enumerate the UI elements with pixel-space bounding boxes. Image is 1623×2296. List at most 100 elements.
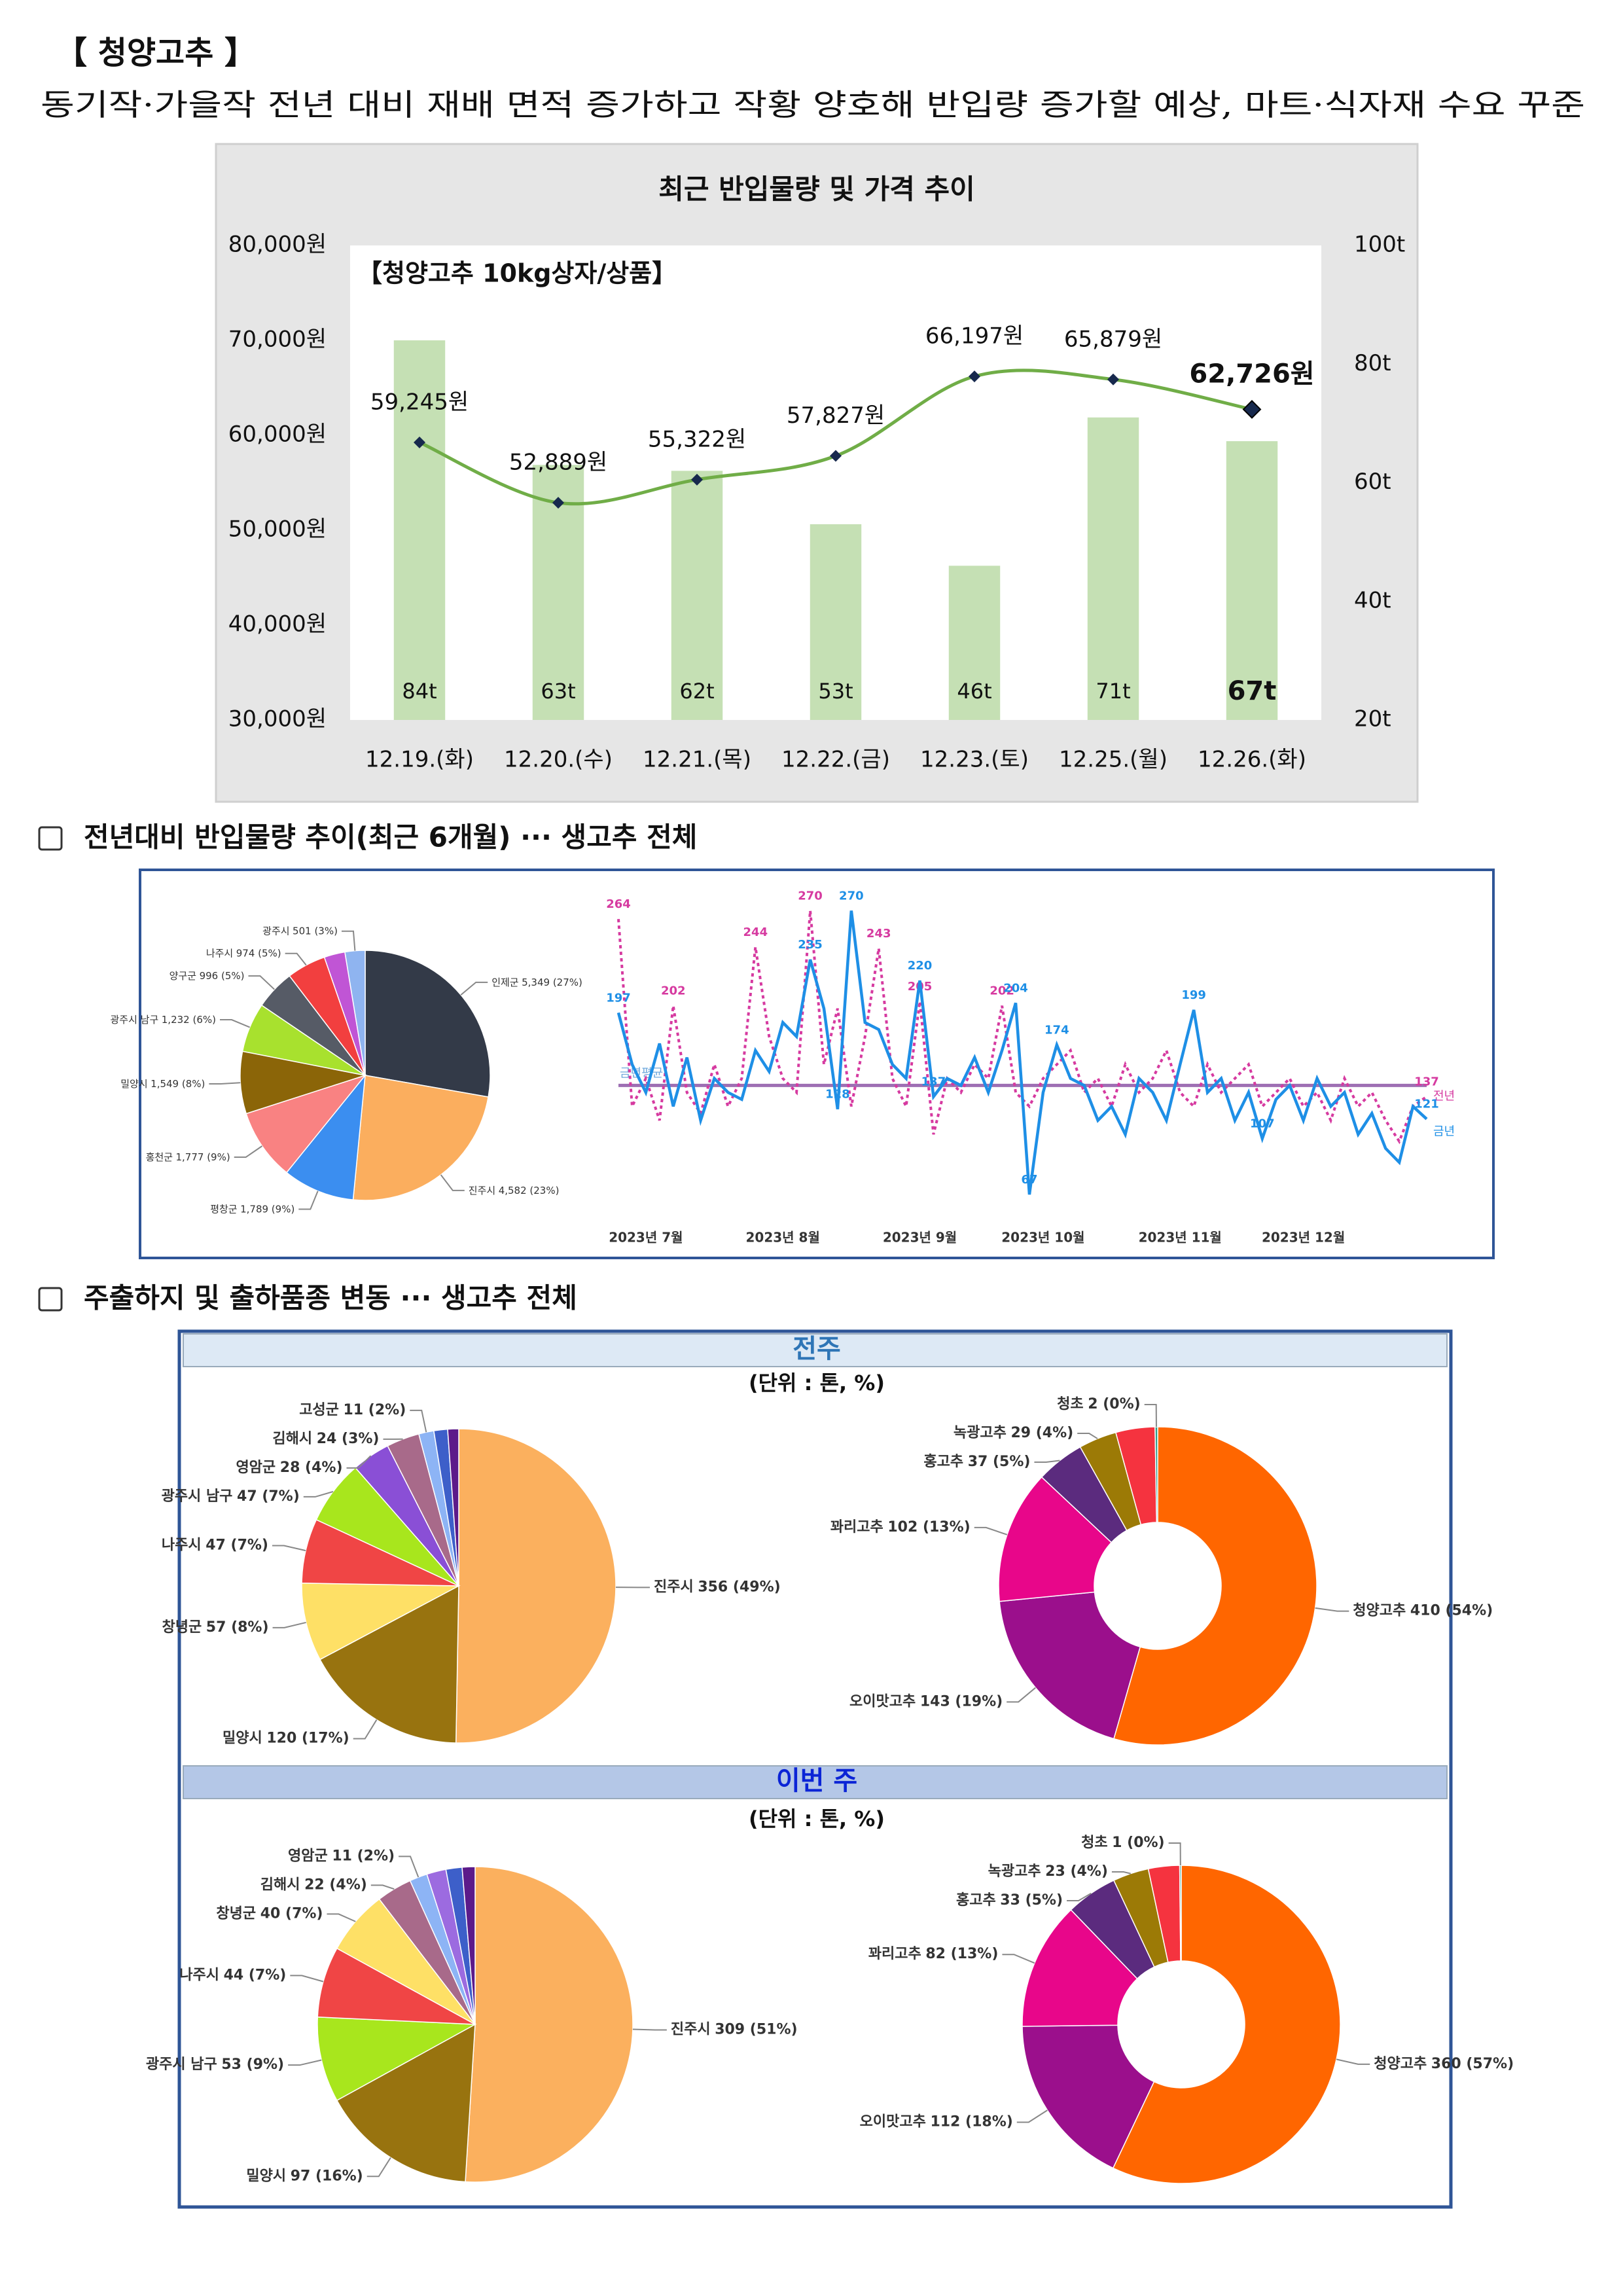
slice-value: 4,582 (23%) (499, 1184, 560, 1196)
leader-line (346, 1455, 372, 1469)
slice-name: 홍고추 (923, 1454, 963, 1470)
slice-name: 김해시 (272, 1431, 312, 1447)
slice-label: 진주시 356 (49%) (654, 1579, 781, 1595)
point-label: 220 (908, 959, 933, 973)
series-line (616, 910, 1428, 1195)
slice-label: 오이맛고추 143 (19%) (849, 1693, 1003, 1710)
x-tick-label: 2023년 11월 (1139, 1230, 1222, 1246)
slice-label: 홍고추 37 (5%) (923, 1454, 1030, 1470)
price-label: 59,245원 (370, 389, 469, 415)
slice-name: 광주시 (262, 925, 289, 937)
point-label: 235 (798, 938, 823, 952)
slice-label: 진주시 4,582 (23%) (469, 1184, 560, 1196)
slice (365, 950, 491, 1098)
slice-label: 청초 1 (0%) (1081, 1835, 1165, 1851)
price-marker (1242, 400, 1262, 419)
leader-line (1067, 1892, 1092, 1902)
slice-label: 청초 2 (0%) (1057, 1396, 1141, 1412)
bar-value-label: 62t (679, 679, 714, 704)
slice-value: 974 (5%) (236, 947, 281, 959)
price-marker (969, 370, 980, 383)
slice (447, 1428, 459, 1587)
x-tick-label: 12.21.(목) (643, 747, 751, 773)
slice-label: 나주시 47 (7%) (162, 1537, 268, 1554)
unit-label: (단위 : 톤, %) (749, 1806, 885, 1831)
leader-line (366, 2157, 391, 2178)
x-tick-label: 12.25.(월) (1059, 747, 1168, 773)
slice-name: 양구군 (169, 970, 197, 982)
y2-tick-label: 40t (1354, 587, 1391, 613)
leader-line (1168, 1842, 1181, 1866)
slice-value: 112 (18%) (930, 2113, 1012, 2130)
slice-value: 11 (2%) (344, 1402, 406, 1418)
leader-line (327, 1913, 356, 1922)
slice-value: 1,777 (9%) (176, 1151, 230, 1162)
y-tick-label: 70,000원 (228, 327, 327, 353)
slice-value: 23 (4%) (1045, 1863, 1108, 1880)
slice-name: 나주시 (179, 1967, 219, 1983)
x-tick-label: 12.19.(화) (365, 747, 474, 773)
slice-label: 나주시 974 (5%) (206, 947, 281, 959)
slice (336, 2023, 476, 2183)
point-label: 264 (606, 897, 631, 911)
slice-label: 영암군 28 (4%) (236, 1460, 342, 1476)
slice-value: 57 (8%) (206, 1619, 269, 1636)
slice-value: 37 (5%) (968, 1454, 1031, 1470)
slice-name: 홍고추 (956, 1892, 996, 1909)
slice-value: 1,789 (9%) (240, 1203, 294, 1215)
slice-name: 고성군 (299, 1402, 339, 1418)
leader-line (298, 1191, 319, 1210)
slice (1022, 1909, 1138, 2027)
leader-line (290, 1975, 324, 1982)
bar (393, 340, 446, 720)
slice-name: 녹광고추 (954, 1425, 1007, 1441)
slice-label: 광주시 남구 53 (9%) (146, 2056, 284, 2073)
x-tick-label: 2023년 10월 (1001, 1230, 1084, 1246)
slice-name: 청양고추 (1374, 2056, 1427, 2072)
slice-label: 김해시 24 (3%) (272, 1431, 379, 1447)
bar-value-label: 71t (1096, 679, 1130, 704)
slice-name: 꽈리고추 (830, 1519, 883, 1535)
page-title: 【 청양고추 】 (56, 35, 256, 71)
reference-label: 금년평균 (620, 1066, 663, 1080)
y2-tick-label: 60t (1354, 469, 1391, 495)
slice-value: 143 (19%) (920, 1693, 1003, 1710)
slice-value: 120 (17%) (266, 1731, 349, 1747)
slice-label: 밀양시 1,549 (8%) (120, 1077, 205, 1089)
x-tick-label: 2023년 8월 (746, 1230, 820, 1246)
slice-value: 44 (7%) (224, 1967, 287, 1983)
slice-name: 광주시 남구 (162, 1488, 233, 1505)
leader-line (303, 1491, 334, 1498)
slice-value: 1,549 (8%) (151, 1077, 205, 1089)
y-tick-label: 50,000원 (228, 516, 327, 543)
slice (319, 1585, 459, 1744)
slice-name: 청초 (1081, 1835, 1107, 1851)
point-label: 270 (798, 889, 823, 903)
slice-label: 광주시 501 (3%) (262, 925, 338, 937)
y-tick-label: 40,000원 (228, 611, 327, 637)
slice-value: 24 (3%) (317, 1431, 380, 1447)
slice-name: 청초 (1057, 1396, 1083, 1412)
slice-value: 309 (51%) (715, 2022, 797, 2038)
annotation: 【청양고추 10kg상자/상품】 (357, 259, 677, 288)
bar-value-label: 84t (402, 679, 437, 704)
bar (810, 524, 862, 720)
slice (1113, 1426, 1317, 1746)
leader-line (440, 1174, 465, 1191)
slice-name: 나주시 (162, 1537, 202, 1554)
slice-name: 창녕군 (216, 1905, 256, 1922)
price-label: 65,879원 (1064, 326, 1162, 352)
slice-name: 밀양시 (120, 1077, 147, 1089)
point-label: 67 (1021, 1173, 1037, 1187)
leader-line (1144, 1404, 1157, 1427)
leader-line (399, 1856, 419, 1878)
section-heading: 주출하지 및 출하품종 변동 ··· 생고추 전체 (84, 1282, 577, 1314)
leader-line (632, 2028, 667, 2031)
slice-label: 양구군 996 (5%) (169, 970, 245, 982)
x-tick-label: 12.20.(수) (504, 747, 613, 773)
slice-label: 청양고추 360 (57%) (1374, 2056, 1514, 2072)
slice-value: 33 (5%) (1000, 1892, 1063, 1909)
slice-value: 5,349 (27%) (522, 976, 582, 988)
slice-name: 진주시 (469, 1184, 495, 1196)
